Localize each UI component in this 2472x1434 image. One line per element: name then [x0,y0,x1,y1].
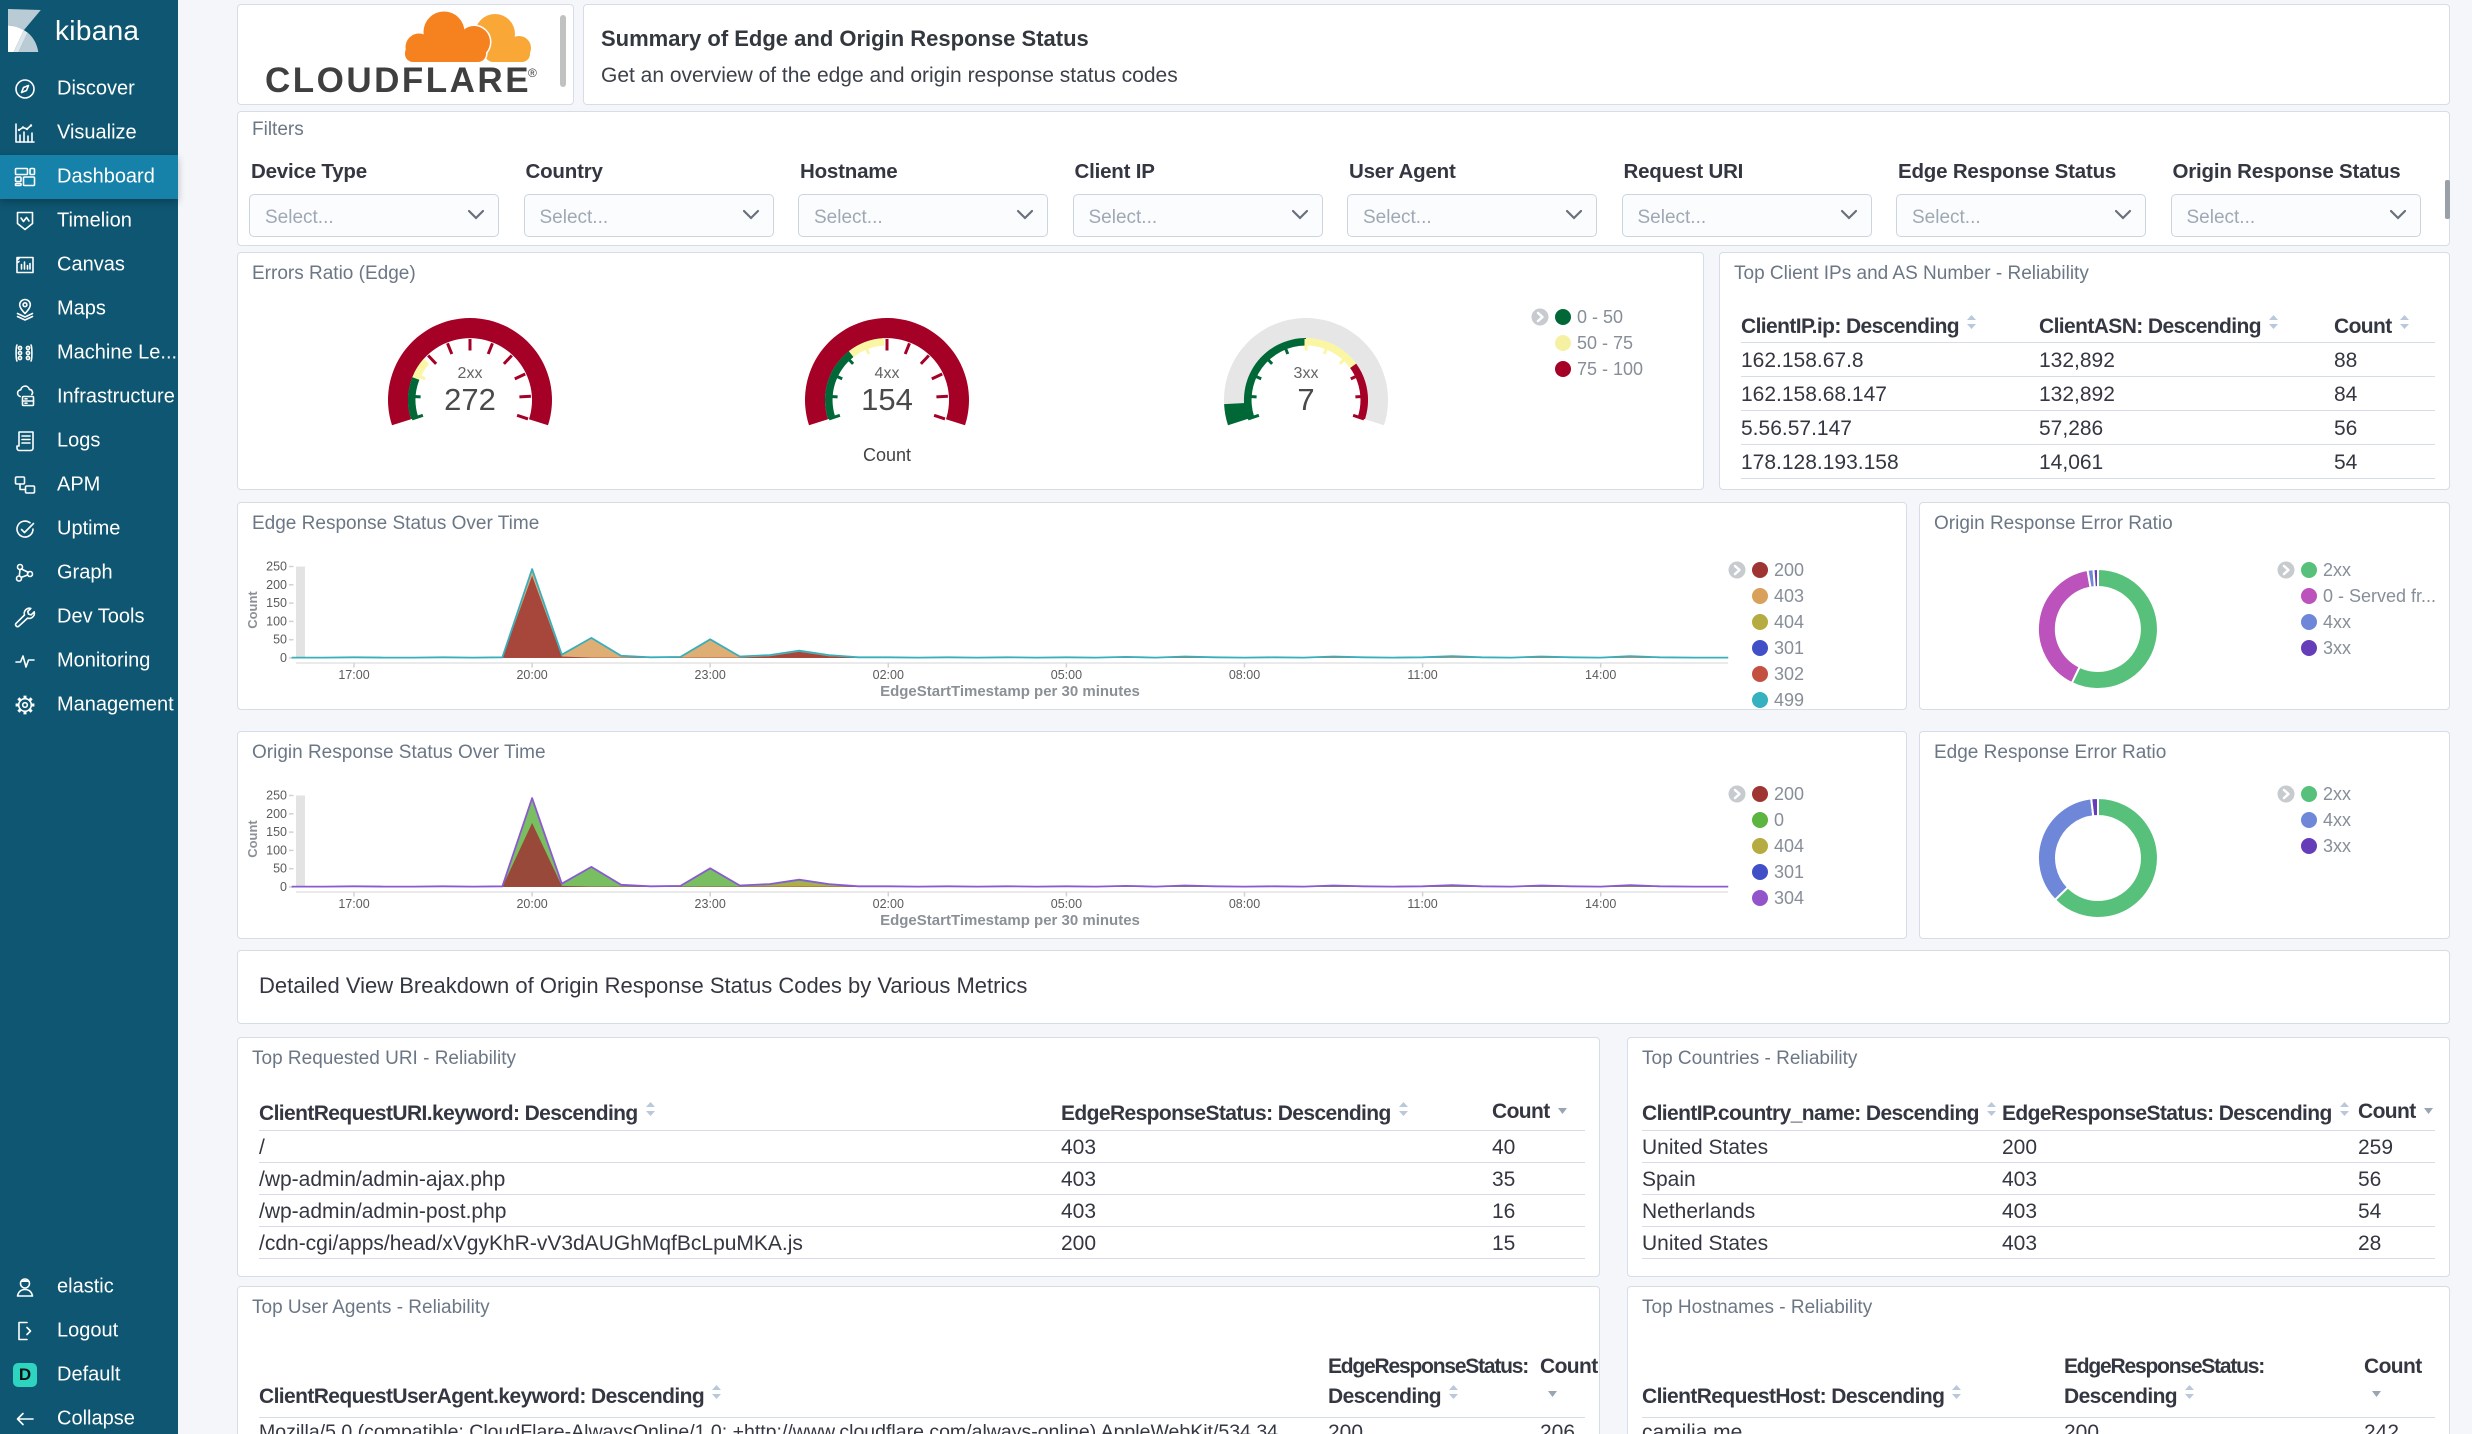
svg-text:Count: Count [863,445,911,465]
svg-text:EdgeStartTimestamp per 30 minu: EdgeStartTimestamp per 30 minutes [880,912,1140,929]
svg-text:4xx: 4xx [2323,612,2351,632]
svg-text:23:00: 23:00 [695,668,726,682]
svg-text:50: 50 [273,862,287,876]
svg-text:50 - 75: 50 - 75 [1577,333,1633,353]
svg-text:11:00: 11:00 [1407,897,1437,911]
svg-text:2xx: 2xx [458,365,483,382]
svg-text:02:00: 02:00 [873,668,904,682]
svg-text:404: 404 [1774,612,1804,632]
svg-text:150: 150 [266,596,287,610]
svg-text:CLOUDFLARE: CLOUDFLARE [265,61,531,100]
svg-text:404: 404 [1774,836,1804,856]
svg-text:3xx: 3xx [1294,365,1319,382]
svg-text:250: 250 [266,560,287,574]
svg-text:05:00: 05:00 [1051,668,1082,682]
svg-text:08:00: 08:00 [1229,668,1260,682]
svg-text:250: 250 [266,789,287,803]
svg-text:0 - Served fr...: 0 - Served fr... [2323,586,2436,606]
svg-text:301: 301 [1774,862,1804,882]
svg-text:301: 301 [1774,638,1804,658]
svg-text:50: 50 [273,633,287,647]
svg-text:200: 200 [1774,560,1804,580]
svg-text:0: 0 [1774,810,1784,830]
svg-text:302: 302 [1774,664,1804,684]
svg-text:3xx: 3xx [2323,638,2351,658]
svg-text:08:00: 08:00 [1229,897,1260,911]
svg-text:0 - 50: 0 - 50 [1577,307,1623,327]
svg-text:200: 200 [266,578,287,592]
svg-text:Count: Count [245,591,260,629]
svg-text:20:00: 20:00 [516,668,547,682]
svg-text:02:00: 02:00 [873,897,904,911]
svg-text:EdgeStartTimestamp per 30 minu: EdgeStartTimestamp per 30 minutes [880,683,1140,700]
svg-text:150: 150 [266,825,287,839]
svg-text:4xx: 4xx [2323,810,2351,830]
svg-text:17:00: 17:00 [338,897,369,911]
svg-text:100: 100 [266,843,287,857]
svg-text:23:00: 23:00 [695,897,726,911]
svg-text:2xx: 2xx [2323,560,2351,580]
svg-text:4xx: 4xx [875,365,900,382]
svg-text:154: 154 [861,382,913,417]
svg-text:3xx: 3xx [2323,836,2351,856]
svg-text:Count: Count [245,820,260,858]
svg-text:17:00: 17:00 [338,668,369,682]
svg-text:499: 499 [1774,690,1804,708]
svg-text:2xx: 2xx [2323,784,2351,804]
svg-text:05:00: 05:00 [1051,897,1082,911]
svg-text:200: 200 [1774,784,1804,804]
svg-text:7: 7 [1297,382,1314,417]
svg-text:0: 0 [280,651,287,665]
svg-text:403: 403 [1774,586,1804,606]
svg-text:304: 304 [1774,888,1804,908]
svg-text:272: 272 [444,382,496,417]
svg-text:11:00: 11:00 [1407,668,1437,682]
svg-text:14:00: 14:00 [1585,897,1616,911]
svg-text:0: 0 [280,880,287,894]
svg-text:14:00: 14:00 [1585,668,1616,682]
svg-text:75 - 100: 75 - 100 [1577,359,1643,379]
svg-text:®: ® [528,66,537,80]
svg-text:100: 100 [266,614,287,628]
svg-text:20:00: 20:00 [516,897,547,911]
svg-text:200: 200 [266,807,287,821]
